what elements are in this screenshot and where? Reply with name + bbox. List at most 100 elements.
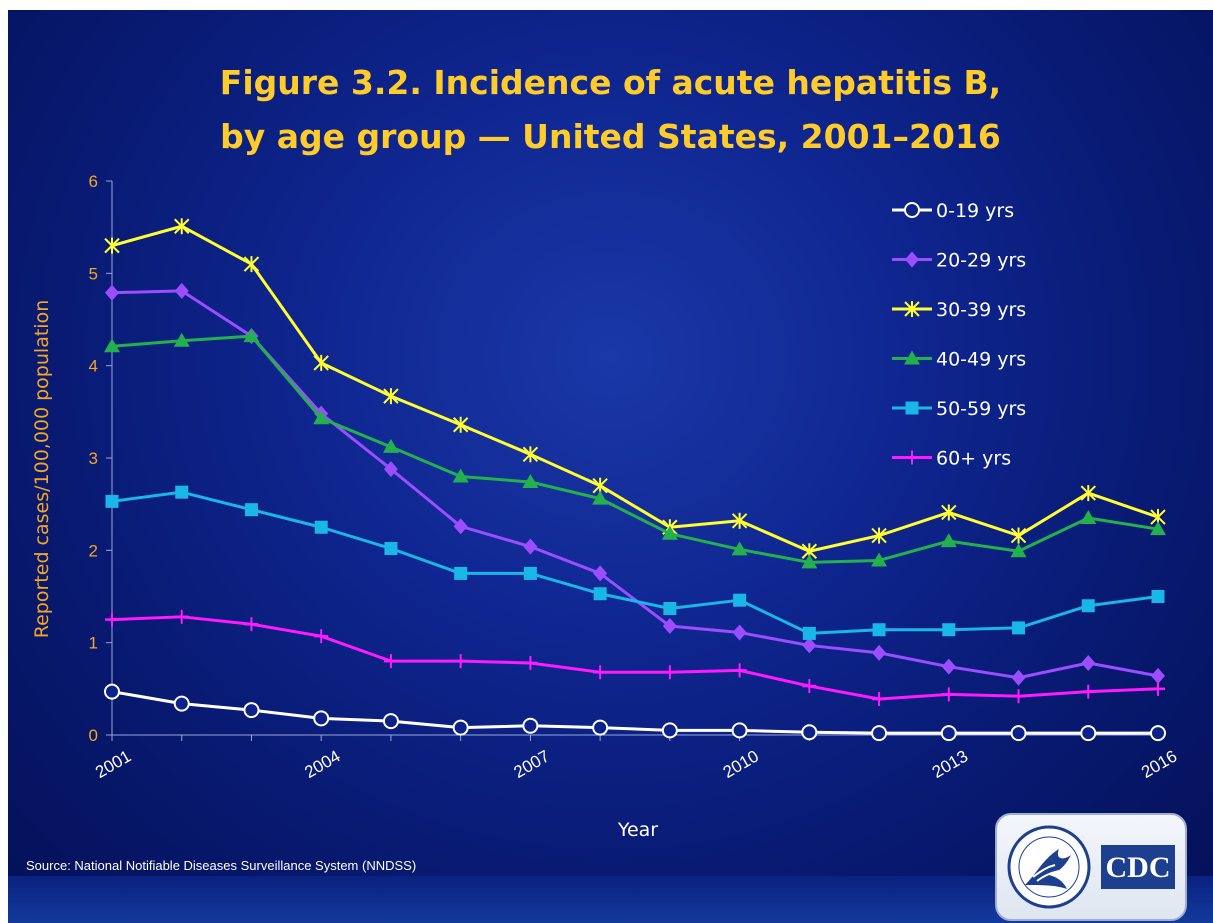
data-point — [174, 218, 190, 235]
x-axis-title: Year — [617, 819, 658, 841]
source-note: Source: National Notifiable Diseases Sur… — [26, 858, 417, 873]
series-line — [111, 615, 1159, 701]
legend-item: 40-49 yrs — [892, 349, 1026, 371]
data-point — [872, 623, 886, 637]
data-point — [1080, 510, 1097, 525]
data-point — [801, 724, 818, 741]
data-point — [522, 474, 539, 489]
data-point — [941, 504, 957, 521]
data-point — [105, 612, 119, 627]
legend-label: 50-59 yrs — [936, 398, 1026, 420]
data-point — [453, 654, 468, 669]
y-tick-label: 1 — [89, 634, 98, 653]
data-point — [314, 520, 328, 534]
legend-label: 20-29 yrs — [936, 250, 1026, 272]
data-point — [105, 284, 119, 301]
legend-marker — [905, 450, 919, 465]
data-point — [663, 602, 677, 616]
hhs-eagle-icon: CDC — [1007, 825, 1175, 909]
data-point — [1010, 543, 1027, 558]
line-chart: 0 1 2 3 4 5 6 2001 2004 2007 2010 2013 2016 0-19 yrs… — [31, 172, 1181, 841]
data-point — [1151, 590, 1165, 603]
series-line — [111, 224, 1159, 553]
data-point — [801, 554, 818, 569]
series-40-49-yrs — [104, 328, 1166, 569]
data-point — [941, 687, 956, 702]
x-tick-label: 2016 — [1138, 747, 1180, 782]
series-line — [111, 334, 1159, 564]
data-point — [871, 527, 887, 544]
data-point — [942, 623, 956, 637]
data-point — [661, 525, 678, 540]
data-point — [313, 354, 329, 371]
x-tick-label: 2007 — [511, 747, 553, 782]
data-point — [174, 609, 189, 624]
data-point — [104, 338, 120, 353]
x-tick-label: 2004 — [301, 747, 343, 782]
series-0-19-yrs — [104, 683, 1166, 742]
data-point — [104, 683, 120, 700]
data-point — [1010, 527, 1027, 544]
data-point — [173, 695, 190, 712]
legend-item: 60+ yrs — [892, 448, 1011, 470]
data-point — [1010, 725, 1027, 742]
data-point — [593, 587, 607, 601]
series-60-yrs — [105, 609, 1165, 706]
legend-marker — [905, 251, 919, 268]
data-point — [662, 618, 677, 635]
data-point — [1081, 684, 1096, 699]
data-point — [383, 654, 398, 669]
data-point — [871, 725, 888, 742]
data-point — [384, 541, 398, 555]
y-tick-label: 5 — [89, 264, 98, 283]
data-point — [523, 566, 537, 580]
data-point — [661, 722, 678, 739]
data-point — [383, 461, 398, 478]
series-30-39-yrs — [104, 218, 1166, 560]
data-point — [731, 541, 748, 556]
data-point — [731, 722, 748, 739]
legend: 0-19 yrs 20-29 yrs 30-39 yrs 40-49 yrs 50-59… — [892, 200, 1026, 470]
axes-layer: 0 1 2 3 4 5 6 2001 2004 2007 2010 2013 2016 — [89, 172, 1181, 782]
data-point — [522, 717, 539, 734]
data-point — [871, 552, 888, 567]
legend-item: 50-59 yrs — [892, 398, 1026, 420]
data-point — [174, 282, 189, 299]
data-point — [173, 332, 190, 347]
data-point — [872, 644, 887, 661]
cdc-logo: CDC — [995, 813, 1187, 921]
data-point — [1081, 654, 1096, 671]
data-point — [1151, 681, 1165, 696]
data-point — [453, 518, 468, 535]
data-point — [940, 533, 957, 548]
data-point — [593, 565, 608, 582]
data-point — [383, 388, 399, 405]
y-tick-label: 0 — [89, 726, 98, 745]
data-point — [314, 629, 329, 644]
data-point — [593, 665, 608, 680]
y-tick-label: 3 — [89, 449, 98, 468]
data-point — [1011, 689, 1026, 704]
data-point — [1080, 485, 1096, 502]
data-point — [243, 702, 260, 719]
cdc-logo-text: CDC — [1106, 851, 1171, 884]
data-point — [452, 719, 469, 736]
data-point — [802, 637, 817, 654]
x-tick-label: 2001 — [92, 747, 134, 782]
series-50-59-yrs — [105, 485, 1165, 640]
legend-label: 0-19 yrs — [936, 200, 1014, 222]
data-point — [732, 624, 747, 641]
y-tick-label: 6 — [89, 172, 98, 191]
data-point — [592, 719, 609, 736]
data-point — [802, 626, 816, 640]
legend-label: 60+ yrs — [936, 448, 1011, 470]
data-point — [243, 328, 260, 343]
data-point — [243, 256, 260, 273]
data-point — [105, 494, 119, 508]
data-point — [452, 416, 469, 433]
series-layer — [104, 218, 1166, 742]
data-point — [733, 593, 747, 607]
data-point — [523, 538, 538, 555]
data-point — [454, 566, 468, 580]
data-point — [1011, 669, 1026, 686]
